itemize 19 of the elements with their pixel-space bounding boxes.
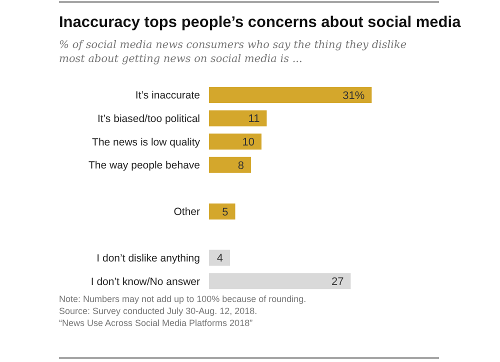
data-label: 4	[216, 252, 223, 265]
data-label: 27	[331, 276, 344, 288]
y-tick-label: I don’t know/No answer	[90, 276, 200, 288]
data-label: 5	[222, 206, 228, 218]
source-note: Source: Survey conducted July 30-Aug. 12, 2018.	[59, 306, 258, 316]
annotation: Note: Numbers may not add up to 100% because of rounding.	[59, 294, 306, 304]
data-label: 10	[242, 136, 254, 148]
y-tick-label: The news is low quality	[92, 136, 201, 148]
data-label: 8	[238, 160, 244, 172]
y-tick-label: Other	[174, 206, 200, 218]
data-label: 11	[248, 113, 260, 126]
data-label: 31%	[342, 90, 365, 102]
text: “News Use Across Social Media Platforms 2018”	[59, 318, 253, 328]
y-tick-label: It’s biased/too political	[97, 112, 200, 125]
chart-title: Inaccuracy tops people’s concerns about social media	[59, 14, 462, 31]
y-tick-label: It’s inaccurate	[135, 90, 200, 102]
y-tick-label: I don’t dislike anything	[96, 252, 200, 264]
y-tick-label: The way people behave	[88, 160, 200, 172]
chart-subtitle: % of social media news consumers who say the thing they dislike most about getting news on social media is ...	[59, 39, 407, 65]
